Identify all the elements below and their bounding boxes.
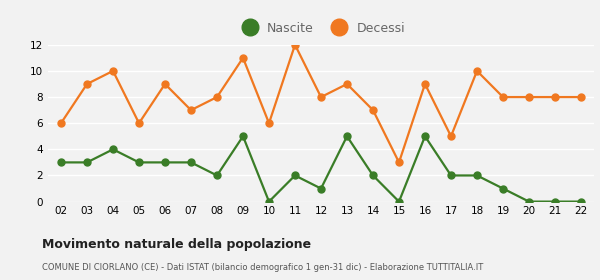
Decessi [292,43,299,46]
Nascite [370,174,377,177]
Line: Nascite: Nascite [58,133,584,205]
Decessi [265,122,272,125]
Decessi [526,95,533,99]
Nascite [473,174,481,177]
Decessi [187,108,194,112]
Legend: Nascite, Decessi: Nascite, Decessi [232,17,410,39]
Nascite [239,135,247,138]
Decessi [343,82,350,86]
Nascite [526,200,533,203]
Decessi [448,135,455,138]
Nascite [83,161,91,164]
Decessi [395,161,403,164]
Decessi [161,82,169,86]
Text: Movimento naturale della popolazione: Movimento naturale della popolazione [42,238,311,251]
Nascite [58,161,65,164]
Decessi [83,82,91,86]
Text: COMUNE DI CIORLANO (CE) - Dati ISTAT (bilancio demografico 1 gen-31 dic) - Elabo: COMUNE DI CIORLANO (CE) - Dati ISTAT (bi… [42,263,483,272]
Decessi [551,95,559,99]
Decessi [421,82,428,86]
Decessi [370,108,377,112]
Nascite [421,135,428,138]
Decessi [577,95,584,99]
Decessi [317,95,325,99]
Decessi [136,122,143,125]
Nascite [551,200,559,203]
Decessi [58,122,65,125]
Nascite [499,187,506,190]
Nascite [109,148,116,151]
Nascite [187,161,194,164]
Decessi [473,69,481,73]
Decessi [239,56,247,60]
Decessi [499,95,506,99]
Nascite [343,135,350,138]
Nascite [448,174,455,177]
Nascite [136,161,143,164]
Nascite [292,174,299,177]
Decessi [109,69,116,73]
Nascite [161,161,169,164]
Nascite [317,187,325,190]
Nascite [214,174,221,177]
Nascite [395,200,403,203]
Nascite [265,200,272,203]
Decessi [214,95,221,99]
Line: Decessi: Decessi [58,41,584,166]
Nascite [577,200,584,203]
